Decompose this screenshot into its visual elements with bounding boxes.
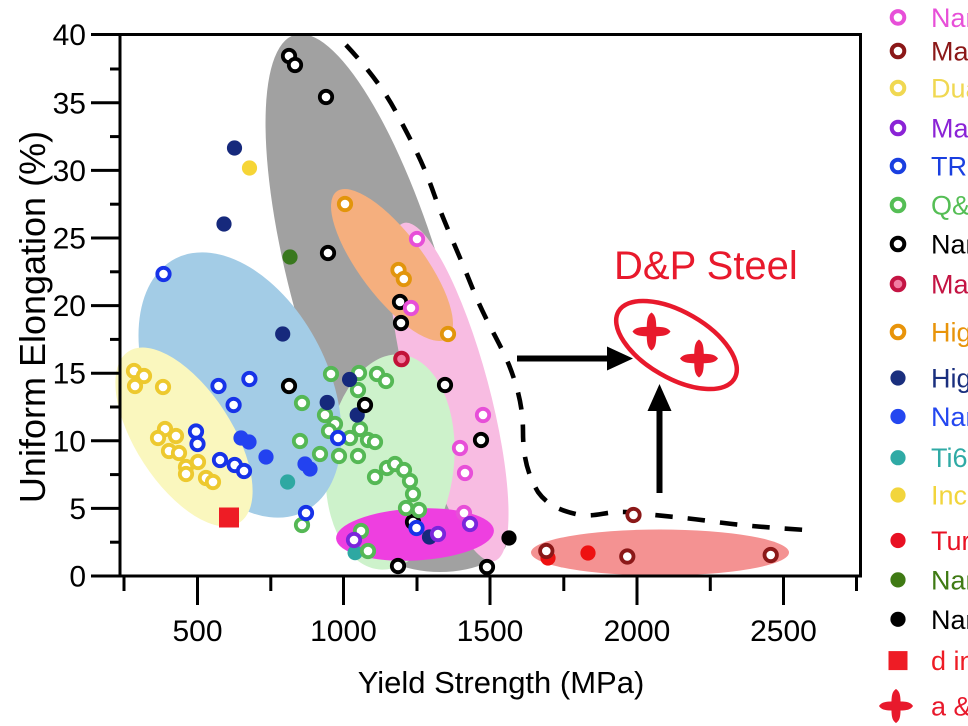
svg-text:Nanotwinned IF steel: Nanotwinned IF steel — [931, 3, 968, 33]
svg-text:Uniform Elongation (%): Uniform Elongation (%) — [12, 131, 53, 503]
svg-text:Nanostructured Cu: Nanostructured Cu — [931, 565, 968, 595]
svg-text:Maraging steel: Maraging steel — [931, 37, 968, 67]
svg-text:Turbine disc alloy: Turbine disc alloy — [931, 526, 968, 556]
svg-text:d in this work: d in this work — [931, 646, 968, 676]
svg-text:2000: 2000 — [604, 615, 671, 648]
svg-text:High-Mn steel: High-Mn steel — [931, 364, 968, 394]
svg-text:Ti64 alloy: Ti64 alloy — [931, 443, 968, 473]
svg-text:40: 40 — [53, 19, 86, 52]
svg-text:25: 25 — [53, 223, 86, 256]
svg-text:Dual-phase steel: Dual-phase steel — [931, 74, 968, 104]
svg-text:5: 5 — [69, 493, 86, 526]
svg-text:0: 0 — [69, 561, 86, 594]
svg-text:Inconel 718 alloy: Inconel 718 alloy — [931, 481, 968, 511]
svg-text:Nanostructured steel: Nanostructured steel — [931, 402, 968, 432]
svg-text:a & b in this work: a & b in this work — [931, 692, 968, 722]
svg-text:1500: 1500 — [457, 615, 524, 648]
svg-text:15: 15 — [53, 358, 86, 391]
svg-text:TRIP steel: TRIP steel — [931, 152, 968, 182]
svg-text:D&P Steel: D&P Steel — [614, 244, 798, 288]
svg-text:1000: 1000 — [310, 615, 377, 648]
svg-text:Maraging-TRIP steel: Maraging-TRIP steel — [931, 270, 968, 300]
svg-text:30: 30 — [53, 155, 86, 188]
svg-text:Nanotwinned steel: Nanotwinned steel — [931, 230, 968, 260]
svg-text:Nanograined steel: Nanograined steel — [931, 605, 968, 635]
svg-text:500: 500 — [172, 615, 222, 648]
svg-text:10: 10 — [53, 425, 86, 458]
svg-text:2500: 2500 — [750, 615, 817, 648]
svg-text:20: 20 — [53, 290, 86, 323]
svg-text:Q&P steel: Q&P steel — [931, 191, 968, 221]
svg-text:Martensitic steel: Martensitic steel — [931, 114, 968, 144]
svg-text:35: 35 — [53, 87, 86, 120]
svg-text:High-Mn TWIP steel: High-Mn TWIP steel — [931, 318, 968, 348]
svg-text:Yield Strength (MPa): Yield Strength (MPa) — [358, 665, 645, 700]
